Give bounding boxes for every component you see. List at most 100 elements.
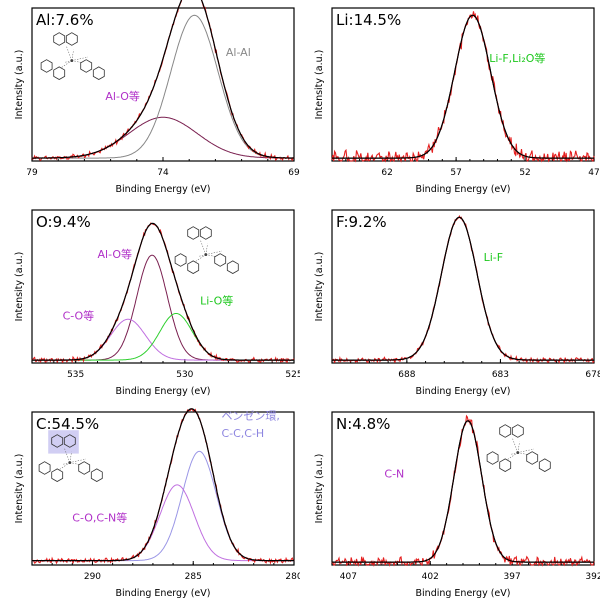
xps-chart-li: 62 57 52 47 Binding Energy (eV) Intensity (a.…: [314, 7, 600, 195]
peak-annotation: C-C,C-H: [221, 427, 264, 440]
x-tick-label: 683: [492, 370, 509, 380]
fit-envelope: [32, 408, 294, 562]
x-tick-label: 525: [285, 370, 300, 380]
quinoline-ring: [199, 226, 212, 240]
al-center: [204, 253, 208, 257]
quinoline-ring: [187, 226, 200, 240]
y-axis-label: Intensity (a.u.): [14, 252, 25, 322]
coordination-bond: [69, 451, 72, 463]
quinoline-ring: [511, 424, 524, 438]
benzene-highlight: [48, 430, 79, 454]
peak-annotation: ベンゼン環,: [221, 409, 280, 422]
peak-annotation: C-O等: [63, 308, 95, 322]
quinoline-ring: [80, 59, 93, 73]
al-center: [68, 461, 72, 465]
quinoline-ring: [226, 260, 239, 274]
peak-annotation: Li-F: [484, 251, 503, 264]
coordination-bond: [205, 243, 208, 255]
panel-title: F:9.2%: [336, 213, 387, 231]
quinoline-ring: [499, 424, 512, 438]
quinoline-ring: [38, 461, 51, 475]
x-axis-label: Binding Energy (eV): [416, 588, 511, 599]
coordination-bond: [205, 250, 223, 255]
al-center: [516, 451, 520, 455]
x-tick-label: 402: [422, 572, 439, 582]
x-axis-label: Binding Energy (eV): [116, 588, 211, 599]
xps-chart-al: 79 74 69 Binding Energy (eV) Intensity (a.u.…: [14, 0, 300, 195]
quinoline-ring: [499, 458, 512, 472]
coordination-bond: [194, 254, 206, 263]
quinoline-ring: [63, 434, 76, 448]
alq3-molecule-icon: [40, 32, 105, 80]
coordination-bond: [517, 448, 535, 453]
coordination-bond: [71, 49, 74, 61]
plot-frame: [331, 7, 595, 162]
x-tick-label: 688: [398, 370, 415, 380]
y-axis-label: Intensity (a.u.): [314, 252, 325, 322]
quinoline-ring: [174, 253, 187, 267]
quinoline-ring: [538, 458, 551, 472]
al-center: [70, 59, 74, 63]
peak-annotation: Al-Al: [226, 46, 251, 59]
x-tick-label: 280: [285, 572, 300, 582]
plot-frame: [31, 209, 295, 364]
fit-envelope: [332, 420, 594, 563]
xps-chart-o: 535 530 525 Binding Energy (eV) Intensity (a…: [14, 209, 300, 397]
x-axis-label: Binding Energy (eV): [116, 184, 211, 195]
x-tick-label: 407: [340, 572, 357, 582]
quinoline-ring: [92, 66, 105, 80]
x-tick-label: 530: [176, 370, 193, 380]
plot-frame: [31, 7, 295, 162]
quinoline-ring: [187, 260, 200, 274]
x-tick-label: 678: [585, 370, 600, 380]
xps-panel-al: 79 74 69 Binding Energy (eV) Intensity (a.u.…: [0, 0, 300, 202]
y-axis-label: Intensity (a.u.): [14, 50, 25, 120]
peak-annotation: C-N: [384, 468, 404, 481]
plot-frame: [331, 209, 595, 364]
x-axis-label: Binding Energy (eV): [416, 386, 511, 397]
quinoline-ring: [486, 451, 499, 465]
x-tick-label: 290: [84, 572, 101, 582]
quinoline-ring: [53, 66, 66, 80]
xps-panel-f: 688 683 678 Binding Energy (eV) Intensity (a…: [300, 202, 600, 404]
xps-chart-c: 290 285 280 Binding Energy (eV) Intensity (a…: [14, 408, 300, 599]
plot-frame: [331, 411, 595, 566]
y-axis-label: Intensity (a.u.): [314, 50, 325, 120]
quinoline-ring: [90, 468, 103, 482]
panel-title: N:4.8%: [336, 415, 390, 433]
quinoline-ring: [214, 253, 227, 267]
peak-annotation: Li-O等: [200, 294, 233, 308]
coordination-bond: [71, 56, 89, 61]
coordination-bond: [58, 462, 70, 471]
quinoline-ring: [51, 434, 64, 448]
x-axis-label: Binding Energy (eV): [416, 184, 511, 195]
x-axis-label: Binding Energy (eV): [116, 386, 211, 397]
quinoline-ring: [53, 32, 66, 46]
peak-annotation: C-O,C-N等: [72, 510, 127, 524]
x-tick-label: 69: [288, 168, 300, 178]
panel-title: C:54.5%: [36, 415, 99, 433]
x-tick-label: 535: [67, 370, 84, 380]
coordination-bond: [60, 60, 72, 69]
quinoline-ring: [65, 32, 78, 46]
x-tick-label: 57: [450, 168, 461, 178]
x-tick-label: 79: [26, 168, 38, 178]
x-tick-label: 285: [185, 572, 202, 582]
quinoline-ring: [51, 468, 64, 482]
xps-panel-n: 407 402 397 392 Binding Energy (eV) Intensity…: [300, 404, 600, 606]
x-tick-label: 74: [157, 168, 169, 178]
coordination-bond: [517, 441, 520, 453]
xps-panel-c: 290 285 280 Binding Energy (eV) Intensity (a…: [0, 404, 300, 606]
fit-envelope: [332, 14, 594, 159]
coordination-bond: [69, 458, 87, 463]
fit-envelope: [32, 0, 294, 159]
quinoline-ring: [526, 451, 539, 465]
x-tick-label: 392: [585, 572, 600, 582]
x-tick-label: 52: [519, 168, 530, 178]
xps-chart-n: 407 402 397 392 Binding Energy (eV) Intensity…: [314, 411, 600, 599]
peak-annotation: Al-O等: [105, 89, 140, 103]
coordination-bond: [506, 452, 518, 461]
panel-title: O:9.4%: [36, 213, 91, 231]
alq3-molecule-icon: [38, 430, 103, 482]
fit-envelope: [332, 216, 594, 361]
